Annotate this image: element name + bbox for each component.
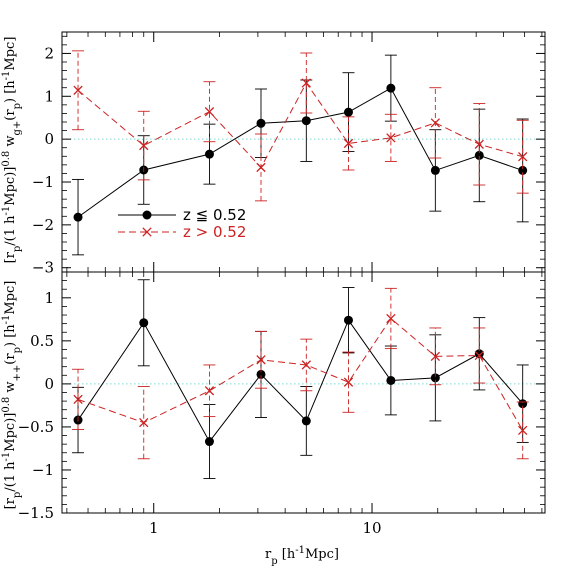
ylabel-bottom: [rp/(1 h-1Mpc)]0.8 w++(rp) [h-1Mpc] xyxy=(1,281,23,510)
error-bar xyxy=(342,351,355,413)
data-point xyxy=(139,417,149,428)
error-bar xyxy=(300,52,313,114)
data-point xyxy=(386,375,396,385)
data-point xyxy=(301,78,311,88)
data-point xyxy=(301,360,311,370)
series-high-z xyxy=(72,287,529,460)
data-point xyxy=(204,386,215,396)
data-point xyxy=(204,437,214,447)
legend-label: z ≦ 0.52 xyxy=(183,206,246,224)
data-point xyxy=(73,394,83,405)
data-point xyxy=(386,313,396,324)
data-point xyxy=(256,369,266,379)
data-point xyxy=(474,150,484,160)
legend-item: z ≦ 0.52 xyxy=(118,206,246,224)
panel-bottom: −1.5 −1 −0.5 0 0.5 1 1 10 xyxy=(18,271,546,537)
data-point xyxy=(474,139,484,149)
series-line xyxy=(77,317,524,431)
data-point xyxy=(386,83,396,93)
y-tick-label: 0 xyxy=(44,130,54,148)
y-tick-label: 2 xyxy=(44,44,54,62)
data-point xyxy=(256,355,266,365)
y-tick-label: 1 xyxy=(44,87,54,105)
x-tick-label: 1 xyxy=(149,519,159,537)
series-line xyxy=(77,319,524,443)
data-point xyxy=(518,165,528,175)
y-tick-label: −0.5 xyxy=(18,418,54,436)
y-tick-label: 0 xyxy=(44,375,54,393)
series-line xyxy=(77,87,523,218)
legend-marker xyxy=(142,210,152,220)
data-point xyxy=(474,349,484,359)
panel-top: −3 −2 −1 0 1 2 xyxy=(32,31,546,277)
y-tick-label: −3 xyxy=(32,259,54,277)
error-bar xyxy=(384,287,397,350)
y-tick-label: 0.5 xyxy=(30,332,54,350)
data-point xyxy=(343,315,353,325)
data-point xyxy=(256,162,266,173)
y-tick-label: −1.5 xyxy=(18,504,54,522)
data-point xyxy=(204,107,215,117)
data-point xyxy=(343,377,354,387)
data-point xyxy=(518,152,528,162)
data-point xyxy=(139,318,149,328)
plot-frame xyxy=(61,271,546,514)
data-point xyxy=(386,133,396,143)
data-point xyxy=(430,118,440,128)
data-point xyxy=(518,425,528,436)
y-tick-label: −1 xyxy=(32,461,54,479)
x-tick-label: 10 xyxy=(362,519,381,537)
data-point xyxy=(73,212,83,222)
legend: z ≦ 0.52z > 0.52 xyxy=(118,206,246,241)
legend-item: z > 0.52 xyxy=(118,223,246,241)
series-line xyxy=(77,82,523,169)
error-bar xyxy=(203,81,216,143)
data-point xyxy=(430,373,440,383)
data-point xyxy=(73,85,83,95)
legend-label: z > 0.52 xyxy=(183,223,246,241)
series-low-z xyxy=(72,54,529,256)
ylabel-top: [rp/(1 h-1Mpc)]0.8 wg+(rp) [h-1Mpc] xyxy=(1,37,23,264)
data-point xyxy=(518,399,528,409)
data-point xyxy=(343,138,354,149)
data-point xyxy=(343,107,353,117)
data-point xyxy=(139,140,149,151)
error-bar xyxy=(72,50,85,131)
y-tick-label: −2 xyxy=(32,216,54,234)
plot-frame xyxy=(61,31,546,273)
axis-labels: [rp/(1 h-1Mpc)]0.8 wg+(rp) [h-1Mpc] [rp/… xyxy=(1,37,339,567)
data-point xyxy=(301,416,311,426)
error-bar xyxy=(384,113,397,162)
data-point xyxy=(430,165,440,175)
data-point xyxy=(256,118,266,128)
series-low-z xyxy=(72,279,529,480)
data-point xyxy=(301,116,311,126)
data-point xyxy=(204,149,214,159)
y-tick-label: 1 xyxy=(44,289,54,307)
error-bar xyxy=(72,368,85,430)
data-point xyxy=(474,350,484,361)
legend-marker xyxy=(142,227,152,237)
xlabel: rp [h-1Mpc] xyxy=(265,545,339,567)
data-point xyxy=(430,351,440,362)
series-high-z xyxy=(72,50,529,202)
y-tick-label: −1 xyxy=(32,173,54,191)
